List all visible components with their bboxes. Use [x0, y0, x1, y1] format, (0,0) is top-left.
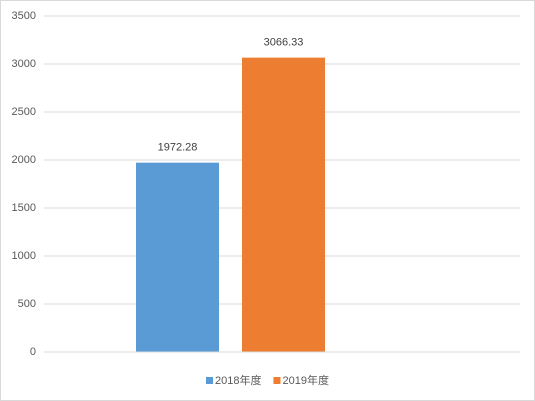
y-tick-label: 3500: [12, 10, 36, 22]
y-tick-label: 500: [18, 298, 36, 310]
legend-swatch: [273, 377, 281, 384]
legend-label: 2018年度: [215, 373, 261, 387]
y-tick-label: 1000: [12, 250, 36, 262]
y-tick-label: 2000: [12, 154, 36, 166]
data-label: 3066.33: [264, 37, 304, 49]
legend-label: 2019年度: [282, 373, 328, 387]
y-tick-label: 1500: [12, 202, 36, 214]
bar: [136, 162, 219, 352]
y-tick-label: 3000: [12, 58, 36, 70]
y-tick-label: 0: [30, 346, 36, 358]
legend-swatch: [206, 377, 213, 384]
y-tick-label: 2500: [12, 106, 36, 118]
data-label: 1972.28: [158, 142, 198, 154]
bar: [242, 57, 325, 352]
